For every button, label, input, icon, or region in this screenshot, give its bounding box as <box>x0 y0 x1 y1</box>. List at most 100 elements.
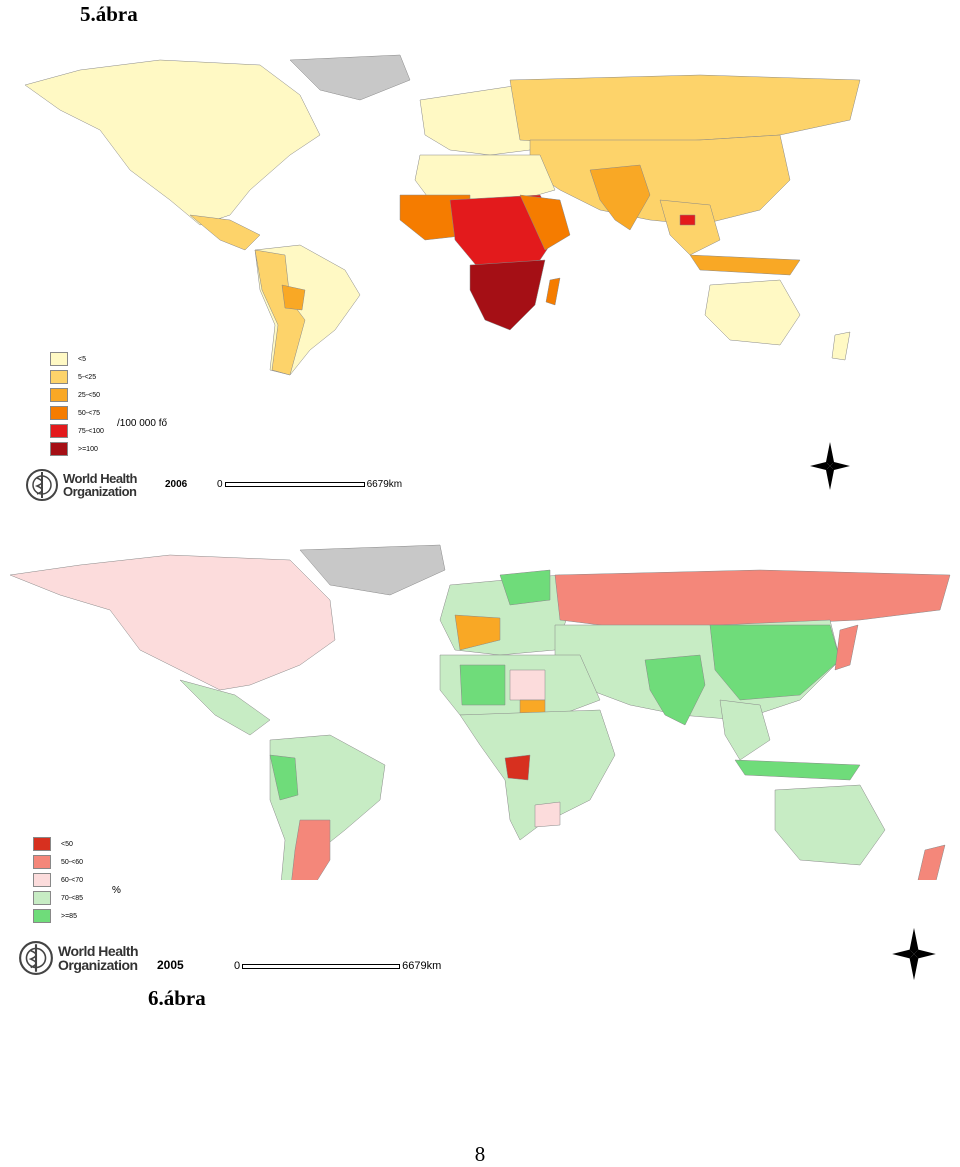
scale-bar-line <box>224 482 365 487</box>
figure-5-legend: <5 5-<25 25-<50 50-<75 75-<100 >=100 <box>50 350 104 458</box>
southern-africa <box>469 259 546 331</box>
figure-6-compass-icon <box>892 927 936 981</box>
new-zealand <box>917 844 946 880</box>
who-name-line1: World Health <box>58 943 139 959</box>
figure-6-caption: 6.ábra <box>148 986 206 1010</box>
western-europe <box>454 614 501 651</box>
figure-6-unit-label: % <box>112 885 121 896</box>
legend-label: <5 <box>78 355 86 363</box>
legend-item: >=85 <box>33 907 83 925</box>
southeast-asia <box>659 199 721 256</box>
scale-start-label: 0 <box>217 479 223 490</box>
legend-item: <5 <box>50 350 104 368</box>
legend-swatch <box>33 891 51 905</box>
legend-item: 5-<25 <box>50 368 104 386</box>
australia <box>704 279 801 346</box>
legend-label: 70-<85 <box>61 894 83 902</box>
scandinavia <box>499 569 551 606</box>
legend-label: 60-<70 <box>61 876 83 884</box>
southeast-asia <box>719 699 771 761</box>
india <box>644 654 706 726</box>
legend-item: 70-<85 <box>33 889 83 907</box>
figure-5-map-panel: <5 5-<25 25-<50 50-<75 75-<100 >=100 /10… <box>0 40 960 510</box>
argentina <box>291 819 331 880</box>
gabon-congo <box>504 754 531 781</box>
ecuador-peru <box>269 754 299 801</box>
north-america <box>9 554 336 691</box>
new-zealand <box>831 331 851 361</box>
figure-6-map-panel: <50 50-<60 60-<70 70-<85 >=85 % World He… <box>0 540 960 990</box>
legend-swatch <box>33 873 51 887</box>
southern-africa-patch <box>534 801 561 828</box>
legend-swatch <box>50 370 68 384</box>
north-africa <box>414 154 556 201</box>
greenland <box>289 54 411 101</box>
east-africa <box>519 194 571 251</box>
legend-item: 60-<70 <box>33 871 83 889</box>
legend-item: 50-<60 <box>33 853 83 871</box>
scale-start-label: 0 <box>234 960 241 972</box>
central-africa <box>459 709 616 841</box>
legend-swatch <box>33 909 51 923</box>
figure-6-world-map <box>9 544 951 880</box>
legend-item: <50 <box>33 835 83 853</box>
page-number: 8 <box>474 1142 486 1166</box>
figure-6-who-logo: World Health Organization <box>18 940 139 976</box>
greenland <box>299 544 446 596</box>
legend-label: 25-<50 <box>78 391 100 399</box>
who-name-line1: World Health <box>63 471 137 486</box>
legend-swatch <box>50 406 68 420</box>
legend-label: 5-<25 <box>78 373 97 381</box>
libya <box>509 669 546 701</box>
figure-5-compass-icon <box>810 442 850 490</box>
legend-label: >=100 <box>78 445 98 453</box>
figure-5-world-map <box>24 54 861 376</box>
legend-label: 75-<100 <box>78 427 104 435</box>
legend-item: 25-<50 <box>50 386 104 404</box>
legend-label: 50-<75 <box>78 409 100 417</box>
russia <box>554 569 951 631</box>
figure-5-unit-label: /100 000 fő <box>117 418 168 429</box>
bolivia <box>281 284 306 311</box>
figure-6-legend: <50 50-<60 60-<70 70-<85 >=85 <box>33 835 83 925</box>
central-america <box>179 679 271 736</box>
figure-5-year: 2006 <box>165 479 188 490</box>
figure-5-caption: 5.ábra <box>80 2 138 26</box>
legend-swatch <box>50 388 68 402</box>
scale-bar-line <box>242 963 401 969</box>
scale-end-label: 6679km <box>402 960 442 972</box>
india <box>589 164 651 231</box>
indonesia <box>734 759 861 781</box>
central-america <box>189 214 261 251</box>
legend-swatch <box>50 424 68 438</box>
scale-end-label: 6679km <box>366 479 403 490</box>
australia <box>774 784 886 866</box>
figure-6-scale-bar: 0 6679km <box>234 960 441 972</box>
legend-item: >=100 <box>50 440 104 458</box>
algeria <box>459 664 506 706</box>
figure-6-year: 2005 <box>157 958 184 972</box>
china <box>709 624 841 701</box>
andes-region <box>254 249 306 376</box>
who-name-line2: Organization <box>63 484 137 499</box>
cambodia <box>679 214 696 226</box>
indonesia <box>689 254 801 276</box>
figure-5-scale-bar: 0 6679km <box>217 479 402 490</box>
legend-label: >=85 <box>61 912 77 920</box>
legend-swatch <box>33 855 51 869</box>
madagascar <box>545 277 561 306</box>
legend-swatch <box>50 352 68 366</box>
who-emblem-icon <box>26 469 58 501</box>
legend-label: <50 <box>61 840 73 848</box>
legend-item: 75-<100 <box>50 422 104 440</box>
legend-swatch <box>50 442 68 456</box>
russia <box>509 74 861 146</box>
asia <box>529 134 791 226</box>
north-america <box>24 59 321 226</box>
who-name-line2: Organization <box>58 957 138 973</box>
legend-swatch <box>33 837 51 851</box>
japan <box>834 624 859 671</box>
who-emblem-icon <box>19 941 53 975</box>
legend-label: 50-<60 <box>61 858 83 866</box>
legend-item: 50-<75 <box>50 404 104 422</box>
